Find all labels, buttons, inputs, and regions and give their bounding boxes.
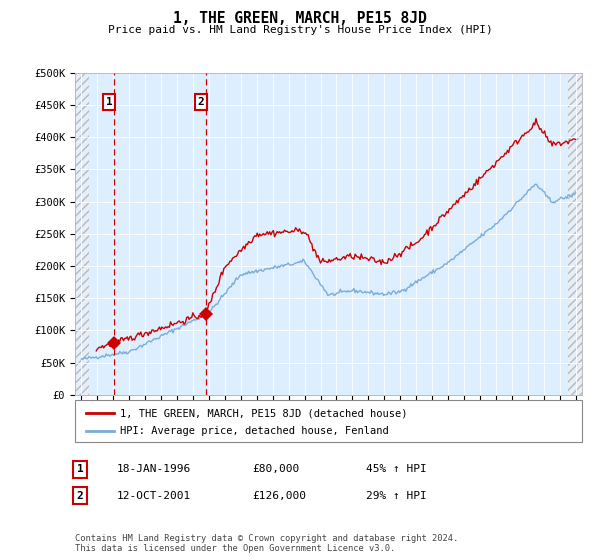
- Text: 1, THE GREEN, MARCH, PE15 8JD (detached house): 1, THE GREEN, MARCH, PE15 8JD (detached …: [120, 408, 407, 418]
- Text: 12-OCT-2001: 12-OCT-2001: [117, 491, 191, 501]
- Text: 2: 2: [197, 97, 204, 107]
- Text: Price paid vs. HM Land Registry's House Price Index (HPI): Price paid vs. HM Land Registry's House …: [107, 25, 493, 35]
- Bar: [568, 73, 582, 395]
- Text: 18-JAN-1996: 18-JAN-1996: [117, 464, 191, 474]
- Text: 45% ↑ HPI: 45% ↑ HPI: [366, 464, 427, 474]
- Text: Contains HM Land Registry data © Crown copyright and database right 2024.
This d: Contains HM Land Registry data © Crown c…: [75, 534, 458, 553]
- Bar: [75, 73, 89, 395]
- Text: £80,000: £80,000: [252, 464, 299, 474]
- Text: 1: 1: [77, 464, 83, 474]
- Text: 1, THE GREEN, MARCH, PE15 8JD: 1, THE GREEN, MARCH, PE15 8JD: [173, 11, 427, 26]
- Text: HPI: Average price, detached house, Fenland: HPI: Average price, detached house, Fenl…: [120, 426, 389, 436]
- Text: £126,000: £126,000: [252, 491, 306, 501]
- Text: 1: 1: [106, 97, 113, 107]
- Text: 29% ↑ HPI: 29% ↑ HPI: [366, 491, 427, 501]
- Text: 2: 2: [77, 491, 83, 501]
